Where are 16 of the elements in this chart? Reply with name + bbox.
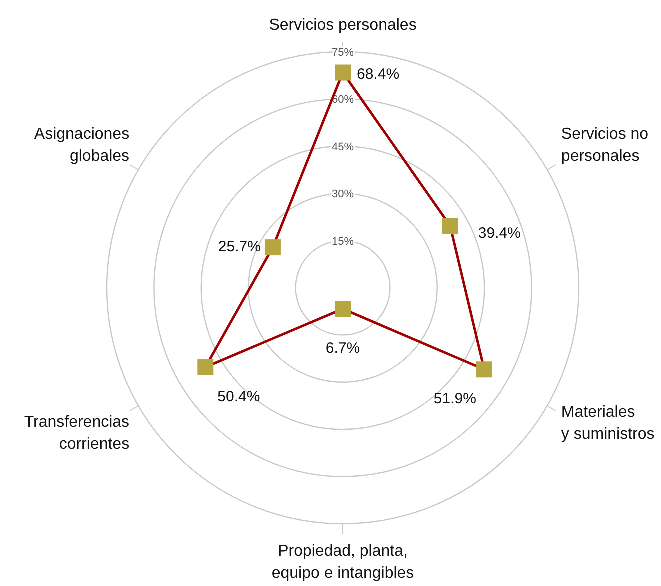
spoke-label: Materiales y suministros — [561, 404, 655, 443]
y-tick-label: 75% — [332, 47, 354, 59]
y-tick-label: 30% — [332, 188, 354, 201]
spoke-label: Propiedad, planta, equipo e intangibles — [272, 543, 414, 582]
data-label: 51.9% — [434, 390, 476, 408]
spoke-label: Asignaciones globales — [34, 126, 130, 165]
spoke-label: Servicios no personales — [561, 126, 649, 165]
y-tick-label: 15% — [332, 236, 354, 248]
spoke-label: Transferencias corrientes — [24, 414, 130, 453]
data-label: 50.4% — [218, 388, 260, 406]
data-label: 39.4% — [478, 225, 521, 242]
data-label: 68.4% — [357, 66, 400, 83]
data-label: 6.7% — [326, 340, 360, 358]
y-tick-label: 45% — [332, 141, 354, 154]
data-label: 25.7% — [218, 238, 261, 256]
spoke-label: Servicios personales — [269, 17, 417, 34]
